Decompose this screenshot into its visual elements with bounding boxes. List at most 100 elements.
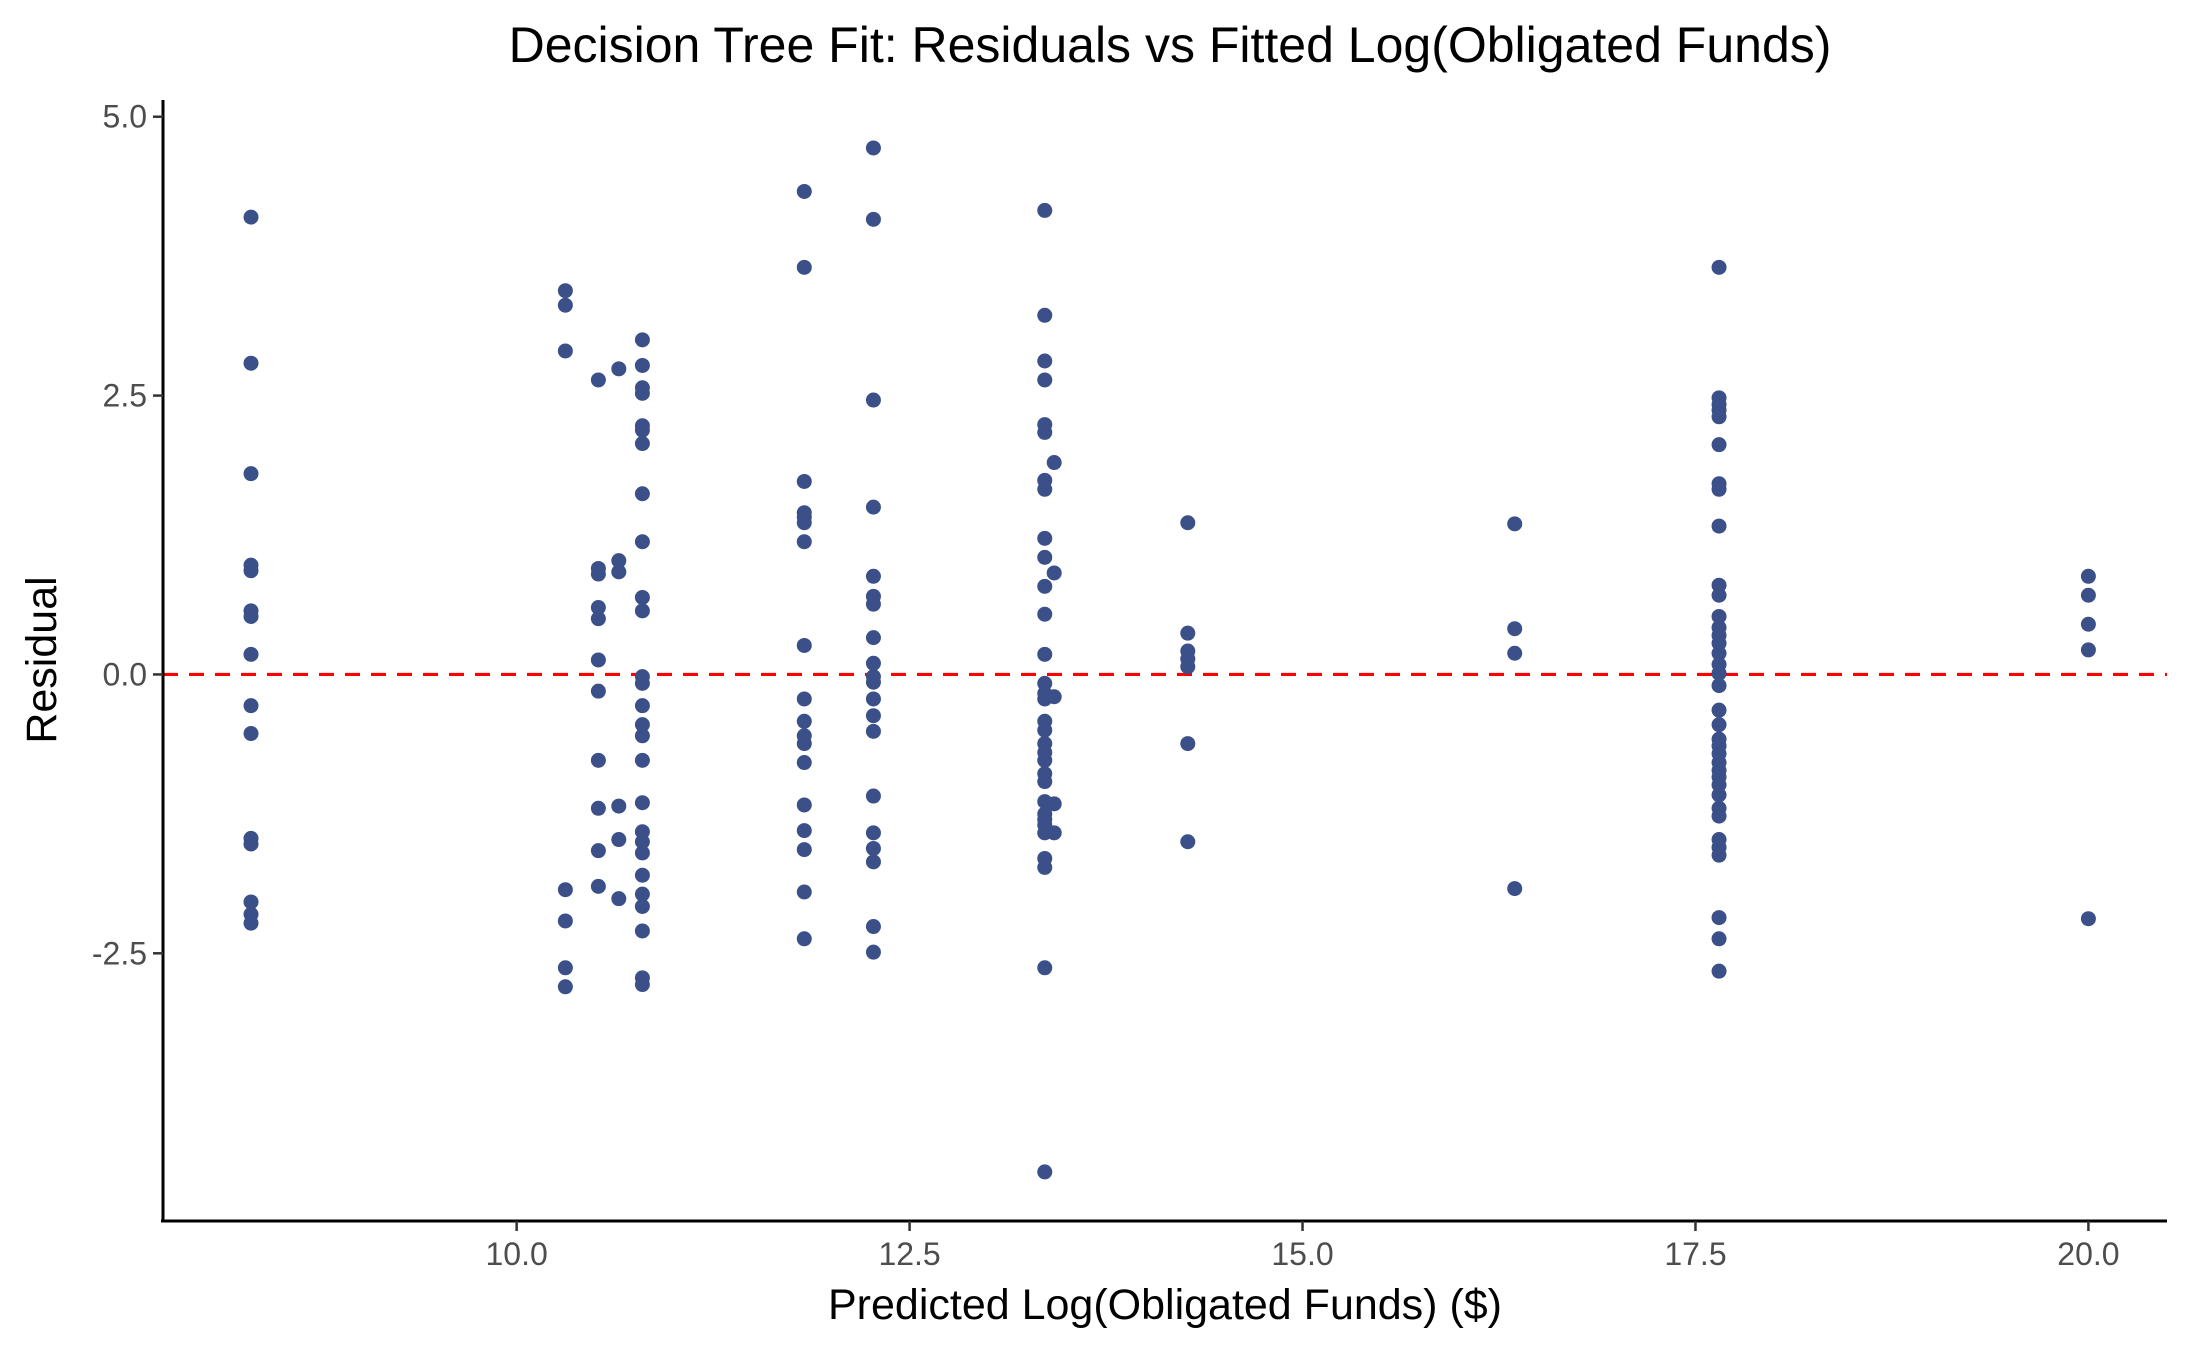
data-point: [1711, 437, 1727, 453]
data-point: [557, 882, 573, 898]
data-point: [1037, 606, 1053, 622]
data-point: [590, 652, 606, 668]
data-point: [1037, 1164, 1053, 1180]
data-point: [243, 915, 259, 931]
data-point: [865, 596, 881, 612]
data-point: [796, 515, 812, 531]
data-point: [634, 923, 650, 939]
data-point: [1711, 608, 1727, 624]
data-point: [865, 499, 881, 515]
data-point: [796, 884, 812, 900]
data-point: [243, 836, 259, 852]
data-point: [796, 931, 812, 947]
data-point: [611, 891, 627, 907]
data-point: [796, 755, 812, 771]
data-point: [1037, 774, 1053, 790]
data-point: [1507, 881, 1523, 897]
data-point: [243, 209, 259, 225]
data-point: [865, 919, 881, 935]
x-tick-label: 20.0: [2057, 1236, 2119, 1272]
data-point: [634, 385, 650, 401]
data-point: [865, 392, 881, 408]
data-point: [1037, 722, 1053, 738]
data-point: [865, 211, 881, 227]
data-points-layer: [243, 140, 2096, 1180]
data-point: [634, 603, 650, 619]
data-point: [1037, 578, 1053, 594]
data-point: [796, 736, 812, 752]
data-point: [1180, 515, 1196, 531]
data-point: [1711, 409, 1727, 425]
data-point: [243, 608, 259, 624]
y-tick-label: 5.0: [103, 99, 147, 135]
data-point: [1037, 752, 1053, 768]
data-point: [557, 913, 573, 929]
data-point: [243, 466, 259, 482]
data-point: [590, 843, 606, 859]
data-point: [634, 886, 650, 902]
data-point: [796, 823, 812, 839]
data-point: [1037, 372, 1053, 388]
data-point: [1037, 549, 1053, 565]
data-point: [2080, 911, 2096, 927]
data-point: [590, 600, 606, 616]
data-point: [865, 825, 881, 841]
data-point: [634, 752, 650, 768]
data-point: [634, 728, 650, 744]
y-tick-label: 0.0: [103, 656, 147, 692]
data-point: [1180, 736, 1196, 752]
data-point: [1037, 530, 1053, 546]
data-point: [1180, 834, 1196, 850]
data-point: [1711, 481, 1727, 497]
data-point: [634, 867, 650, 883]
data-point: [1711, 910, 1727, 926]
data-point: [796, 183, 812, 199]
data-point: [590, 566, 606, 582]
data-point: [1711, 645, 1727, 661]
data-point: [611, 553, 627, 569]
data-point: [1037, 353, 1053, 369]
data-point: [865, 723, 881, 739]
data-point: [634, 834, 650, 850]
data-point: [796, 713, 812, 729]
data-point: [1711, 587, 1727, 603]
data-point: [796, 842, 812, 858]
data-point: [2080, 587, 2096, 603]
data-point: [2080, 642, 2096, 658]
data-point: [2080, 568, 2096, 584]
data-point: [1037, 424, 1053, 440]
x-axis-ticks: 10.0 12.5 15.0 17.5 20.0: [486, 1221, 2120, 1272]
data-point: [611, 564, 627, 580]
data-point: [590, 683, 606, 699]
data-point: [243, 726, 259, 742]
data-point: [1711, 678, 1727, 694]
x-tick-label: 12.5: [878, 1236, 940, 1272]
data-point: [1711, 808, 1727, 824]
data-point: [865, 840, 881, 856]
data-point: [634, 357, 650, 373]
data-point: [634, 898, 650, 914]
data-point: [634, 795, 650, 811]
data-point: [865, 140, 881, 156]
data-point: [1046, 796, 1062, 812]
data-point: [865, 691, 881, 707]
data-point: [1046, 565, 1062, 581]
data-point: [243, 355, 259, 371]
x-tick-label: 17.5: [1664, 1236, 1726, 1272]
data-point: [1711, 665, 1727, 681]
data-point: [590, 752, 606, 768]
data-point: [1711, 518, 1727, 534]
data-point: [865, 674, 881, 690]
data-point: [634, 698, 650, 714]
data-point: [634, 332, 650, 348]
data-point: [1046, 689, 1062, 705]
data-point: [590, 611, 606, 627]
data-point: [865, 944, 881, 960]
chart-title: Decision Tree Fit: Residuals vs Fitted L…: [509, 17, 1832, 73]
data-point: [1711, 702, 1727, 718]
data-point: [865, 655, 881, 671]
data-point: [590, 878, 606, 894]
data-point: [865, 630, 881, 646]
data-point: [1037, 202, 1053, 218]
